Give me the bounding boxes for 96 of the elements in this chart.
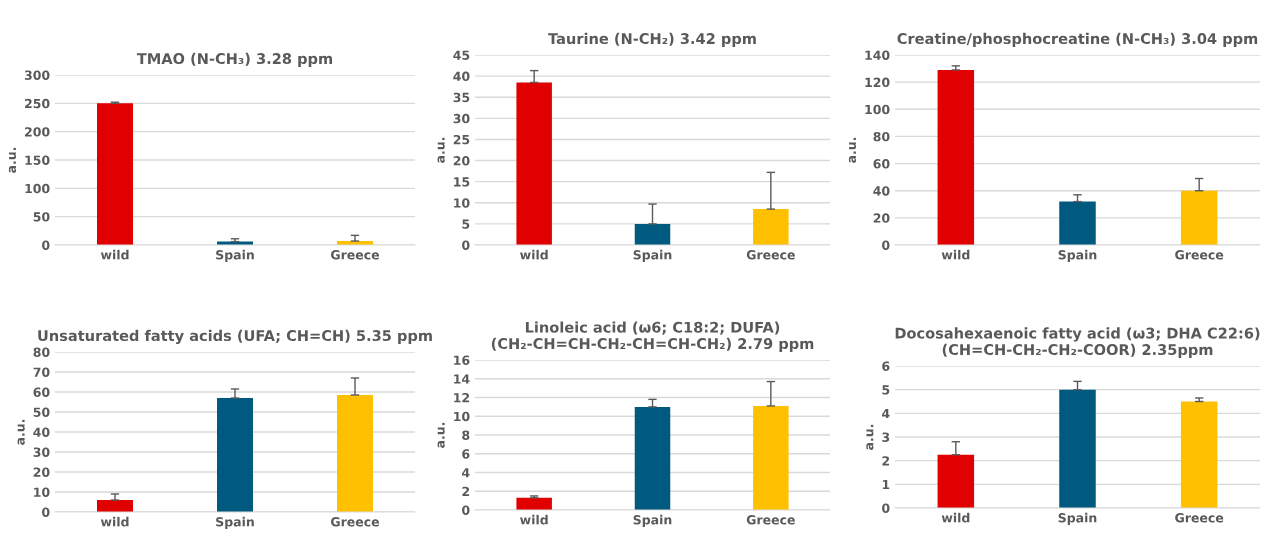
x-tick-label: wild bbox=[941, 512, 970, 523]
y-axis-title: a.u. bbox=[866, 424, 874, 450]
y-tick-label: 100 bbox=[865, 104, 890, 115]
y-tick-label: 6 bbox=[882, 361, 890, 371]
bar bbox=[1180, 190, 1218, 245]
y-tick-label: 0 bbox=[42, 240, 50, 250]
y-tick-label: 10 bbox=[454, 198, 470, 208]
x-tick-label: Spain bbox=[216, 249, 254, 262]
bar bbox=[937, 454, 975, 508]
y-tick-label: 4 bbox=[882, 408, 890, 419]
bar bbox=[634, 223, 671, 245]
y-tick-label: 20 bbox=[873, 213, 890, 223]
x-tick-label: Greece bbox=[746, 515, 795, 525]
y-tick-label: 50 bbox=[33, 212, 50, 222]
x-tick-label: Spain bbox=[1058, 512, 1097, 525]
x-tick-label: Greece bbox=[746, 250, 795, 260]
y-axis-title: a.u. bbox=[437, 422, 445, 448]
y-tick-label: 140 bbox=[865, 50, 890, 60]
y-tick-label: 70 bbox=[33, 367, 50, 377]
bar bbox=[337, 395, 373, 512]
y-axis-title: a.u. bbox=[848, 137, 857, 163]
y-tick-label: 100 bbox=[25, 183, 50, 194]
chart-title: Unsaturated fatty acids (UFA; CH=CH) 5.35 ppm bbox=[38, 329, 432, 345]
y-tick-label: 10 bbox=[454, 411, 470, 422]
y-tick-label: 150 bbox=[25, 155, 50, 165]
y-tick-label: 30 bbox=[453, 113, 470, 124]
x-tick-label: Greece bbox=[1175, 513, 1224, 523]
y-tick-label: 40 bbox=[453, 71, 470, 82]
x-tick-label: Greece bbox=[1175, 250, 1224, 260]
y-tick-label: 10 bbox=[34, 487, 50, 497]
y-axis-title: a.u. bbox=[17, 419, 25, 445]
y-tick-label: 20 bbox=[33, 467, 50, 477]
y-tick-label: 35 bbox=[453, 92, 470, 103]
y-tick-label: 16 bbox=[454, 355, 470, 365]
y-tick-label: 80 bbox=[873, 131, 890, 142]
bar bbox=[937, 69, 975, 245]
y-tick-label: 40 bbox=[873, 186, 890, 196]
bar bbox=[97, 500, 133, 512]
y-tick-label: 60 bbox=[33, 387, 50, 397]
bar bbox=[1180, 401, 1218, 508]
y-tick-label: 50 bbox=[33, 407, 50, 417]
x-tick-label: Greece bbox=[330, 517, 380, 527]
y-tick-label: 250 bbox=[25, 98, 50, 109]
y-tick-label: 5 bbox=[882, 385, 890, 395]
y-axis-title: a.u. bbox=[437, 137, 445, 163]
y-tick-label: 6 bbox=[462, 449, 470, 459]
y-tick-label: 0 bbox=[462, 505, 470, 515]
y-tick-label: 0 bbox=[42, 507, 50, 517]
y-tick-label: 25 bbox=[453, 134, 470, 145]
y-tick-label: 300 bbox=[24, 70, 50, 80]
y-tick-label: 14 bbox=[454, 374, 470, 384]
y-tick-label: 12 bbox=[454, 392, 470, 403]
x-tick-label: Spain bbox=[216, 516, 254, 529]
y-tick-label: 1 bbox=[882, 479, 890, 490]
bar bbox=[516, 497, 552, 510]
y-tick-label: 120 bbox=[865, 77, 890, 88]
y-tick-label: 20 bbox=[453, 156, 470, 166]
chart-title: Linoleic acid (ω6; C18:2; DUFA) (CH₂-CH=CH-CH₂-CH=CH-CH₂) 2.79 ppm bbox=[491, 321, 814, 352]
x-tick-label: Spain bbox=[1058, 249, 1097, 262]
y-tick-label: 80 bbox=[33, 347, 50, 357]
x-tick-label: Spain bbox=[633, 514, 672, 527]
y-tick-label: 40 bbox=[33, 427, 50, 437]
y-tick-label: 15 bbox=[454, 177, 470, 187]
y-tick-label: 45 bbox=[453, 50, 470, 60]
chart-title: Docosahexaenoic fatty acid (ω3; DHA C22:6) (CH=CH-CH₂-CH₂-COOR) 2.35ppm bbox=[895, 327, 1260, 358]
x-tick-label: Spain bbox=[633, 249, 672, 262]
y-tick-label: 60 bbox=[873, 159, 890, 169]
x-tick-label: wild bbox=[941, 249, 970, 260]
y-axis-title: a.u. bbox=[8, 147, 17, 173]
bar bbox=[516, 82, 552, 245]
chart-title: Creatine/phosphocreatine (N-CH₃) 3.04 ppm bbox=[897, 32, 1258, 47]
x-tick-label: wild bbox=[520, 249, 548, 260]
bar bbox=[217, 398, 253, 512]
x-tick-label: wild bbox=[100, 249, 129, 260]
bar bbox=[634, 406, 671, 510]
y-tick-label: 5 bbox=[462, 219, 470, 229]
y-tick-label: 0 bbox=[462, 240, 470, 250]
y-tick-label: 3 bbox=[882, 432, 890, 442]
chart-title: Taurine (N-CH₂) 3.42 ppm bbox=[548, 32, 756, 47]
y-tick-label: 2 bbox=[462, 486, 470, 496]
y-tick-label: 2 bbox=[882, 456, 890, 466]
y-tick-label: 0 bbox=[882, 503, 890, 513]
bar bbox=[1059, 201, 1096, 245]
bar bbox=[1059, 389, 1096, 508]
y-tick-label: 4 bbox=[462, 468, 470, 478]
y-tick-label: 8 bbox=[462, 430, 470, 440]
x-tick-label: wild bbox=[520, 514, 548, 525]
chart-title: TMAO (N-CH₃) 3.28 ppm bbox=[136, 52, 333, 67]
bar bbox=[753, 209, 789, 245]
bar bbox=[753, 405, 789, 510]
y-tick-label: 30 bbox=[33, 447, 50, 457]
y-tick-label: 200 bbox=[25, 127, 50, 137]
x-tick-label: wild bbox=[100, 516, 129, 527]
y-tick-label: 0 bbox=[882, 240, 890, 250]
bar bbox=[97, 103, 133, 245]
x-tick-label: Greece bbox=[330, 250, 380, 260]
